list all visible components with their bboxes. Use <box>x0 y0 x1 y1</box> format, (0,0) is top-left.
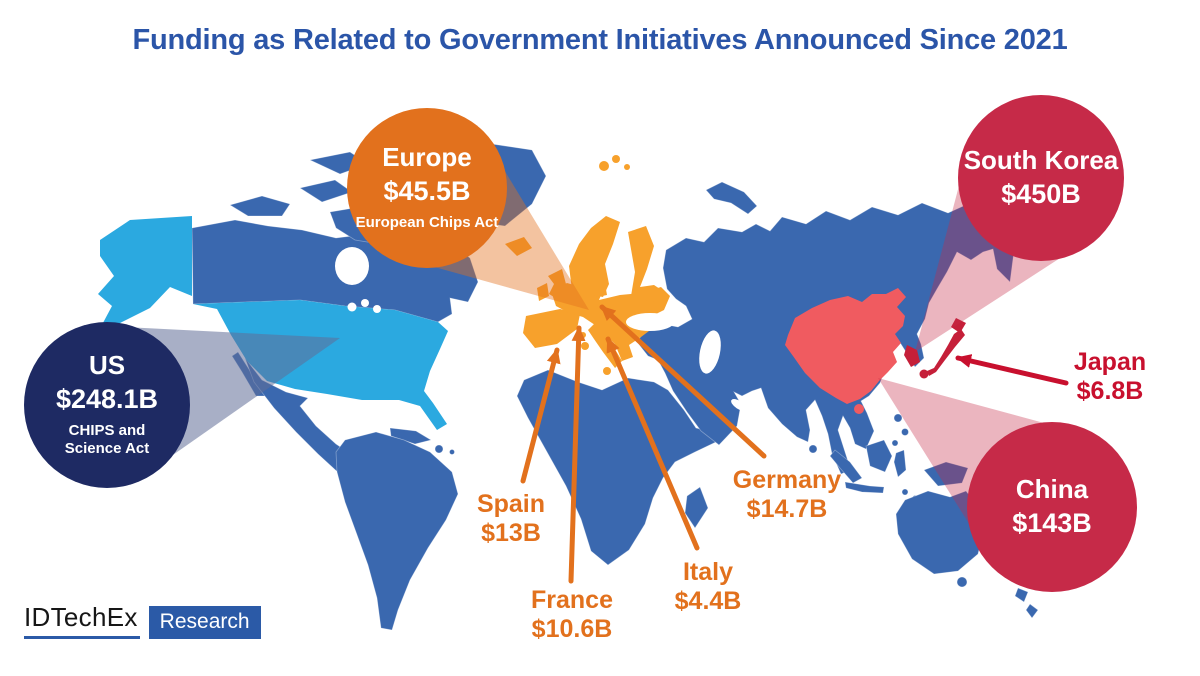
country-name: Japan <box>1073 348 1147 376</box>
map-china <box>785 288 906 414</box>
callout-region: US <box>88 349 126 380</box>
map-tasmania <box>956 576 968 588</box>
map-japan-honshu <box>927 329 965 376</box>
map-japan-hokkaido <box>951 318 966 333</box>
country-amount: $6.8B <box>1076 377 1144 405</box>
map-seas <box>335 247 747 411</box>
map-africa <box>516 369 717 566</box>
callout-region: South Korea <box>963 145 1119 176</box>
map-alaska <box>96 216 192 336</box>
map-hainan <box>854 404 864 414</box>
map-new-zealand <box>1014 587 1039 619</box>
logo-brand: IDTechEx <box>24 602 140 639</box>
country-name: Italy <box>682 558 734 586</box>
map-us <box>96 216 448 430</box>
callout-region: Europe <box>382 142 472 173</box>
map-iberia <box>523 309 580 348</box>
callout-us: US $248.1B CHIPS and Science Act <box>24 322 190 488</box>
country-name: Germany <box>732 466 842 494</box>
country-amount: $10.6B <box>531 615 613 643</box>
arrows <box>520 304 1069 584</box>
map-cuba <box>389 427 433 445</box>
label-italy: Italy $4.4B <box>675 558 742 616</box>
label-spain: Spain $13B <box>477 490 545 548</box>
callout-amount: $143B <box>1012 507 1092 538</box>
black-sea <box>626 313 674 331</box>
callout-amount: $248.1B <box>55 383 159 414</box>
map-australia <box>895 490 986 575</box>
persian-gulf <box>731 399 747 411</box>
germany-arrow <box>599 304 767 459</box>
country-name: France <box>531 586 613 614</box>
page-title: Funding as Related to Government Initiat… <box>132 24 1068 56</box>
map-madagascar <box>684 486 709 529</box>
map-south-korea <box>904 345 920 367</box>
callout-initiative: European Chips Act <box>355 214 499 232</box>
label-france: France $10.6B <box>531 586 613 644</box>
japan-arrow <box>955 354 1069 386</box>
map-us-mainland <box>193 300 448 430</box>
map-sri-lanka <box>808 444 818 454</box>
map-south-america <box>335 431 459 631</box>
idtechex-logo: IDTechEx Research <box>24 602 261 639</box>
spain-arrow <box>520 347 561 484</box>
caspian-sea <box>699 330 721 374</box>
map-philippines <box>891 413 909 447</box>
country-amount: $4.4B <box>674 587 742 615</box>
map-iceland <box>505 237 532 256</box>
callout-region: China <box>1015 474 1089 505</box>
callout-south-korea: South Korea $450B <box>958 95 1124 261</box>
callout-amount: $45.5B <box>383 176 471 207</box>
great-lakes <box>347 299 381 313</box>
map-korea-japan <box>904 318 966 379</box>
callout-china: China $143B <box>967 422 1137 592</box>
italy-arrow <box>605 336 700 551</box>
country-amount: $13B <box>481 519 541 547</box>
logo-research-badge: Research <box>148 606 261 639</box>
map-uk <box>548 269 566 300</box>
label-germany: Germany $14.7B <box>733 466 841 524</box>
map-scandinavia <box>569 216 620 297</box>
map-svalbard <box>599 155 630 171</box>
map-finland-baltics <box>628 226 663 302</box>
country-amount: $14.7B <box>746 495 828 523</box>
map-ireland <box>537 283 549 301</box>
label-japan: Japan $6.8B <box>1074 348 1146 406</box>
map-caribbean <box>389 427 455 455</box>
callout-amount: $450B <box>1001 178 1081 209</box>
hudson-bay <box>335 247 369 285</box>
france-arrow <box>568 325 586 584</box>
country-name: Spain <box>476 490 546 518</box>
callout-initiative: CHIPS and Science Act <box>64 421 150 458</box>
callout-europe: Europe $45.5B European Chips Act <box>347 108 507 268</box>
map-japan-kyushu <box>919 369 929 379</box>
map-novaya-zemlya <box>705 181 758 215</box>
